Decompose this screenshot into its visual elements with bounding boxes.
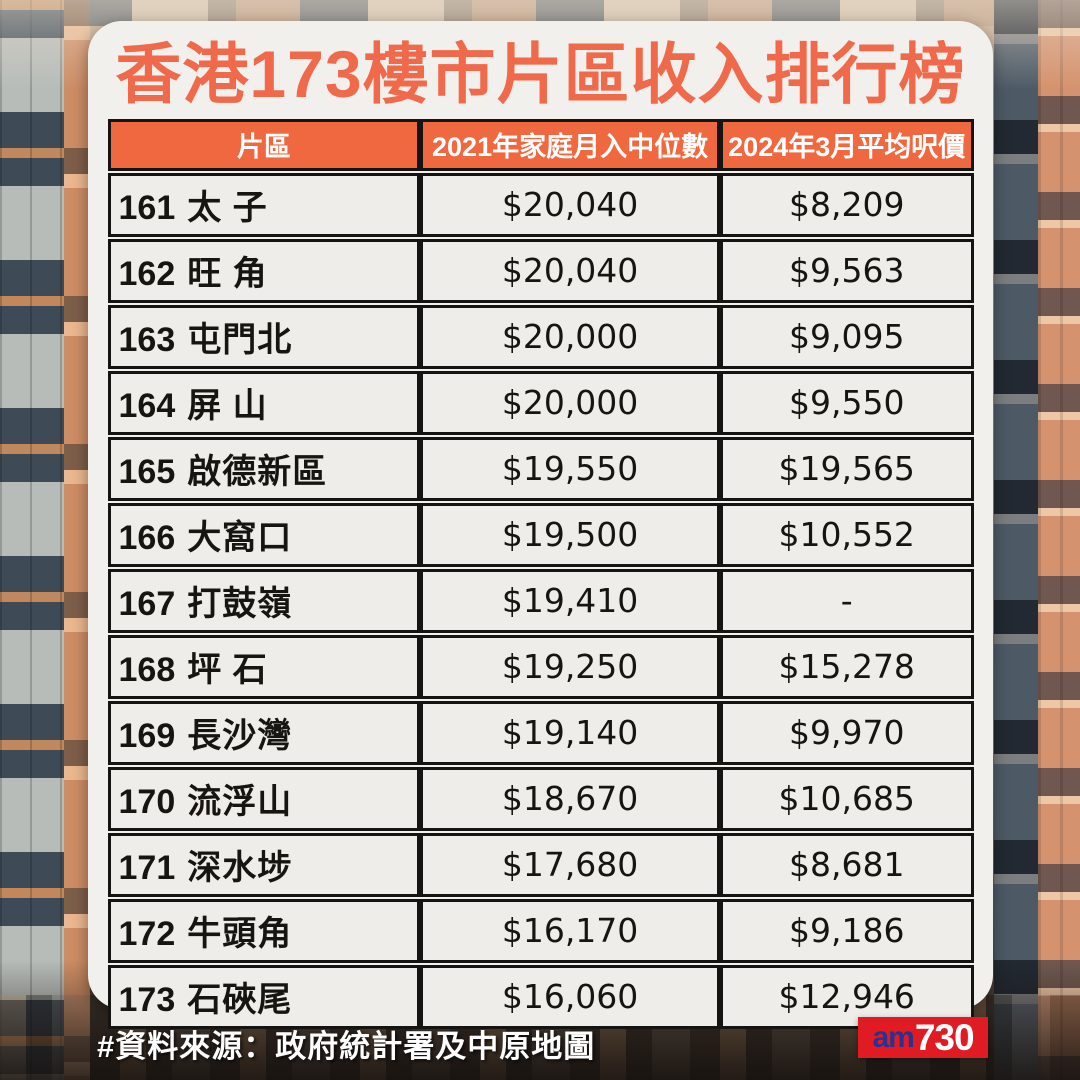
- table-row: 165 啟德新區 $19,550 $19,565: [107, 436, 974, 501]
- building-strip-right-salmon: [1038, 0, 1080, 1080]
- district-rank: 167: [118, 585, 176, 623]
- district-rank: 165: [118, 453, 176, 491]
- table-row: 173 石硤尾 $16,060 $12,946: [107, 964, 974, 1029]
- header-row: 片區 2021年家庭月入中位數 2024年3月平均呎價: [107, 118, 974, 171]
- price-value: -: [719, 568, 974, 633]
- district-name: 長沙灣: [187, 717, 293, 755]
- price-value: $10,552: [719, 502, 974, 567]
- district-rank: 170: [118, 783, 176, 821]
- price-value: $15,278: [719, 634, 974, 699]
- income-value: $18,670: [420, 766, 720, 831]
- income-value: $19,550: [420, 436, 720, 501]
- district-name: 屯門北: [187, 321, 293, 359]
- price-value: $19,565: [719, 436, 974, 501]
- table-row: 169 長沙灣 $19,140 $9,970: [107, 700, 974, 765]
- district-name: 石硤尾: [187, 981, 293, 1019]
- ranking-table: 片區 2021年家庭月入中位數 2024年3月平均呎價 161 太 子 $20,0…: [107, 117, 974, 1031]
- income-value: $19,500: [420, 502, 720, 567]
- district-name: 屏 山: [187, 387, 268, 425]
- building-strip-right-grey: [994, 0, 1038, 1080]
- district-rank: 161: [118, 189, 176, 227]
- income-value: $16,060: [420, 964, 720, 1029]
- logo-730-text: 730: [914, 1016, 975, 1058]
- district-rank: 173: [118, 981, 176, 1019]
- income-value: $20,000: [420, 304, 720, 369]
- income-value: $20,040: [420, 238, 720, 303]
- district-name: 旺 角: [187, 255, 268, 293]
- income-value: $20,000: [420, 370, 720, 435]
- district-name: 太 子: [187, 189, 268, 227]
- district-rank: 166: [118, 519, 176, 557]
- table-row: 168 坪 石 $19,250 $15,278: [107, 634, 974, 699]
- district-rank: 171: [118, 849, 176, 887]
- table-row: 172 牛頭角 $16,170 $9,186: [107, 898, 974, 963]
- price-value: $9,186: [719, 898, 974, 963]
- table-row: 161 太 子 $20,040 $8,209: [107, 172, 974, 237]
- header-district: 片區: [107, 118, 421, 171]
- logo-am-text: am: [872, 1020, 914, 1054]
- district-rank: 169: [118, 717, 176, 755]
- am730-logo: am 730: [858, 1017, 988, 1058]
- price-value: $9,563: [719, 238, 974, 303]
- district-rank: 162: [118, 255, 176, 293]
- district-rank: 172: [118, 915, 176, 953]
- district-name: 啟德新區: [187, 453, 328, 491]
- header-price: 2024年3月平均呎價: [719, 118, 974, 171]
- district-name: 牛頭角: [187, 915, 293, 953]
- table-row: 164 屏 山 $20,000 $9,550: [107, 370, 974, 435]
- header-income: 2021年家庭月入中位數: [420, 118, 720, 171]
- infographic-card: 香港173樓市片區收入排行榜 片區 2021年家庭月入中位數 2024年3月平均…: [88, 21, 993, 1029]
- table-row: 167 打鼓嶺 $19,410 -: [107, 568, 974, 633]
- district-name: 打鼓嶺: [187, 585, 293, 623]
- price-value: $9,550: [719, 370, 974, 435]
- price-value: $9,970: [719, 700, 974, 765]
- building-strip-left-dark: [0, 0, 64, 1080]
- district-name: 流浮山: [187, 783, 293, 821]
- district-rank: 164: [118, 387, 176, 425]
- district-rank: 168: [118, 651, 176, 689]
- income-value: $19,140: [420, 700, 720, 765]
- income-value: $17,680: [420, 832, 720, 897]
- district-name: 坪 石: [187, 651, 268, 689]
- source-note: #資料來源：政府統計署及中原地圖: [97, 1029, 596, 1064]
- income-value: $20,040: [420, 172, 720, 237]
- income-value: $19,250: [420, 634, 720, 699]
- price-value: $10,685: [719, 766, 974, 831]
- district-name: 大窩口: [187, 519, 293, 557]
- table-row: 163 屯門北 $20,000 $9,095: [107, 304, 974, 369]
- price-value: $12,946: [719, 964, 974, 1029]
- table-row: 162 旺 角 $20,040 $9,563: [107, 238, 974, 303]
- income-value: $16,170: [420, 898, 720, 963]
- district-name: 深水埗: [187, 849, 293, 887]
- income-value: $19,410: [420, 568, 720, 633]
- price-value: $8,209: [719, 172, 974, 237]
- page-title: 香港173樓市片區收入排行榜: [115, 37, 966, 111]
- building-strip-left-balconies: [64, 0, 90, 1080]
- table-row: 170 流浮山 $18,670 $10,685: [107, 766, 974, 831]
- table-row: 166 大窩口 $19,500 $10,552: [107, 502, 974, 567]
- table-row: 171 深水埗 $17,680 $8,681: [107, 832, 974, 897]
- district-rank: 163: [118, 321, 176, 359]
- price-value: $9,095: [719, 304, 974, 369]
- price-value: $8,681: [719, 832, 974, 897]
